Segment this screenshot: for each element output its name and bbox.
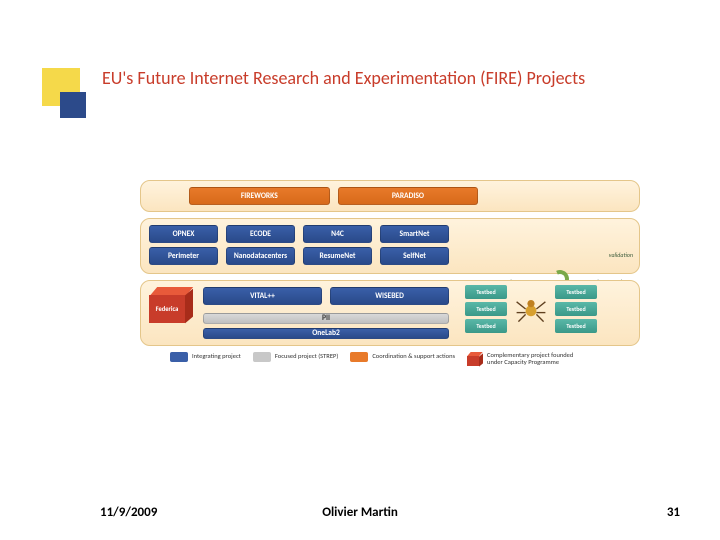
project-pill: SmartNet [380,225,449,243]
panel-coordination: FIREWORKS PARADISO [140,180,640,212]
project-pill: OPNEX [149,225,218,243]
project-pill: ECODE [226,225,295,243]
legend-item: Integrating project [170,352,241,362]
legend-label: Coordination & support actions [372,353,455,360]
testbed-node: Testbed [465,319,507,333]
project-pill: OneLab2 [203,328,449,339]
slide-footer: 11/9/2009 Olivier Martin 31 [0,505,720,520]
legend: Integrating project Focused project (STR… [140,352,640,366]
logo [42,68,90,120]
panel-research: OPNEX ECODE N4C SmartNet Perimeter Nanod… [140,218,640,274]
legend-item: Focused project (STREP) [253,352,338,362]
footer-author: Olivier Martin [322,505,398,520]
testbed-node: Testbed [465,302,507,316]
legend-label: Integrating project [192,353,241,360]
legend-item: Coordination & support actions [350,352,455,362]
testbed-grid: Testbed Testbed Testbed [465,285,635,333]
project-pill: SelfNet [380,247,449,265]
testbed-node: Testbed [465,285,507,299]
legend-swatch [170,352,188,362]
footer-page: 31 [667,505,680,520]
diagram: FIREWORKS PARADISO OPNEX ECODE N4C Smart… [140,180,640,366]
legend-swatch [350,352,368,362]
legend-label: Complementary project founded under Capa… [487,352,577,366]
testbed-node: Testbed [555,319,597,333]
project-pill: WISEBED [330,287,449,305]
project-pill: Nanodatacenters [226,247,295,265]
testbed-node: Testbed [555,285,597,299]
legend-swatch [253,352,271,362]
project-pill: ResumeNet [303,247,372,265]
project-pill: VITAL++ [203,287,322,305]
slide-title: EU's Future Internet Research and Experi… [102,68,585,90]
project-pill: FIREWORKS [189,187,330,205]
project-pill: Perimeter [149,247,218,265]
panel-testbeds: Federica VITAL++ WISEBED PII OneLab2 Tes… [140,280,640,346]
footer-date: 11/9/2009 [100,505,157,520]
legend-item: Complementary project founded under Capa… [467,352,577,366]
legend-cube-icon [467,352,483,366]
testbed-node: Testbed [555,302,597,316]
project-pill: PARADISO [338,187,479,205]
slide-header: EU's Future Internet Research and Experi… [42,68,585,120]
cycle-top-label: validation [609,251,633,259]
project-pill: PII [203,313,449,324]
project-pill: N4C [303,225,372,243]
federica-cube: Federica [149,287,193,323]
spider-icon [510,285,552,333]
legend-label: Focused project (STREP) [275,353,338,360]
